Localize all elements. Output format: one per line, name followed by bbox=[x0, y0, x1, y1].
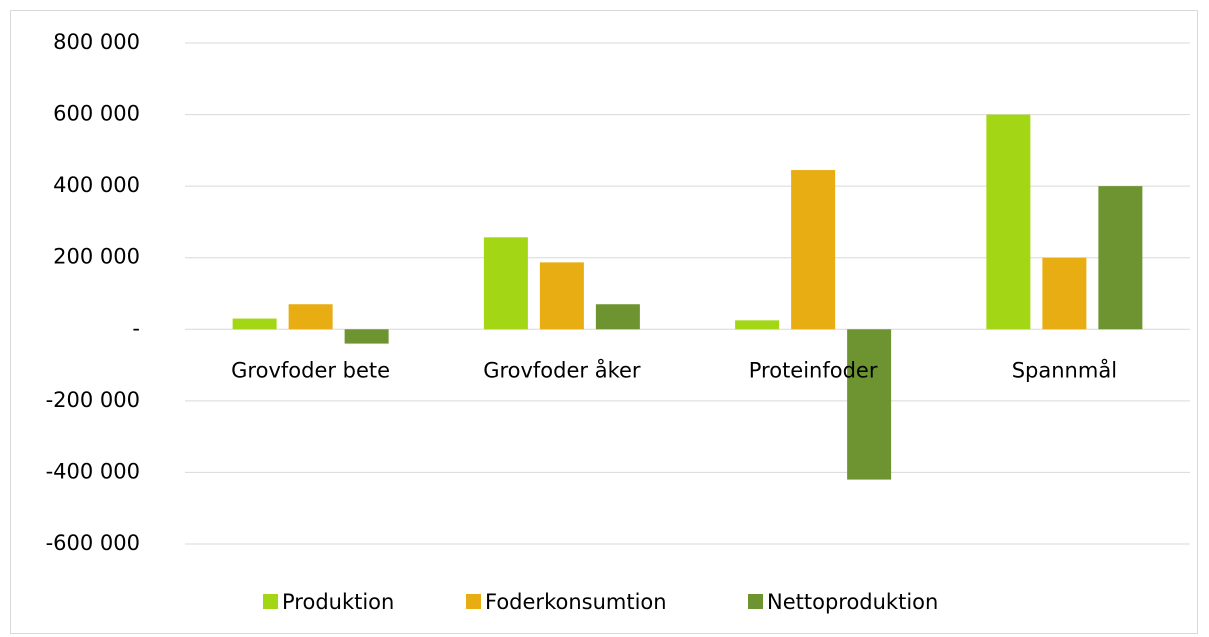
y-tick-label: -400 000 bbox=[46, 459, 140, 483]
y-tick-label: -600 000 bbox=[46, 531, 140, 555]
bar bbox=[595, 304, 640, 330]
legend-label: Foderkonsumtion bbox=[485, 590, 667, 614]
legend-label: Nettoproduktion bbox=[767, 590, 938, 614]
y-tick-label: -200 000 bbox=[46, 388, 140, 412]
y-tick-label: 800 000 bbox=[53, 30, 140, 54]
legend-swatch bbox=[466, 594, 481, 609]
bar bbox=[232, 318, 277, 330]
x-tick-label: Spannmål bbox=[1012, 357, 1117, 382]
legend-swatch bbox=[748, 594, 763, 609]
y-tick-label: 600 000 bbox=[53, 102, 140, 126]
y-tick-label: 400 000 bbox=[53, 173, 140, 197]
bar bbox=[344, 329, 389, 344]
x-tick-label: Grovfoder åker bbox=[483, 357, 641, 382]
x-tick-label: Proteinfoder bbox=[749, 358, 878, 382]
bar bbox=[735, 320, 780, 330]
bar bbox=[539, 262, 584, 330]
bar bbox=[483, 237, 528, 330]
bar bbox=[986, 114, 1031, 330]
legend-swatch bbox=[263, 594, 278, 609]
bar bbox=[1042, 257, 1087, 330]
y-tick-label: 200 000 bbox=[53, 245, 140, 269]
bar bbox=[847, 329, 892, 480]
legend-label: Produktion bbox=[282, 590, 394, 614]
bar bbox=[791, 170, 836, 330]
bar bbox=[1098, 186, 1143, 330]
bar bbox=[288, 304, 333, 330]
x-tick-label: Grovfoder bete bbox=[231, 358, 390, 382]
y-tick-label: - bbox=[132, 316, 140, 340]
